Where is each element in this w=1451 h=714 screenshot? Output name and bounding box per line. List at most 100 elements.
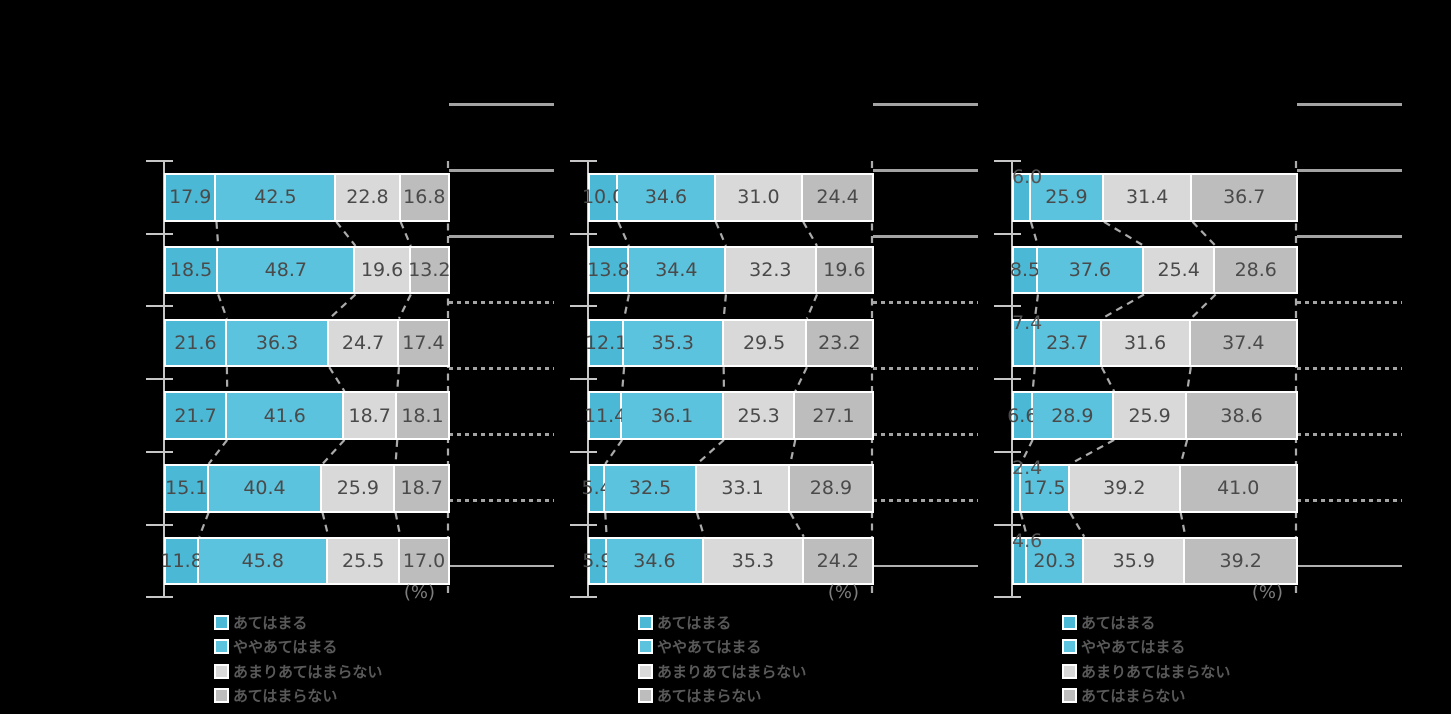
legend-label: あてはまる <box>657 613 732 632</box>
bar-row: 5.9 34.6 35.3 24.2 <box>582 536 874 586</box>
value-label: 41.6 <box>263 404 306 427</box>
value-label: 28.6 <box>1234 259 1277 282</box>
value-label: 18.1 <box>401 404 444 427</box>
value-label: 10.0 <box>581 186 625 209</box>
connector-line <box>805 294 819 320</box>
value-label: 22.8 <box>346 186 389 209</box>
bar-row: 17.9 42.5 22.8 16.8 <box>164 173 450 222</box>
value-label: 15.1 <box>165 477 208 500</box>
legend-swatch <box>1062 614 1077 630</box>
bar-row: 6.6 28.9 25.9 38.6 <box>1007 391 1298 440</box>
bar-segment-somewhat-agree: 40.4 <box>208 466 323 511</box>
legend-item: あてはまる <box>638 610 731 634</box>
bar-segment-agree: 18.5 <box>166 247 219 293</box>
percent-unit-label: (%) <box>403 582 435 603</box>
bar-row: 21.6 36.3 24.7 17.4 <box>164 318 450 368</box>
legend-swatch <box>214 663 229 679</box>
value-label: 35.3 <box>731 549 775 572</box>
value-label: 25.4 <box>1157 259 1200 282</box>
legend-label: ややあてはまる <box>233 638 338 657</box>
value-label: 27.1 <box>812 404 855 427</box>
bar-segment-disagree: 23.2 <box>806 320 873 366</box>
value-label: 25.9 <box>1128 404 1171 427</box>
bar-segment-somewhat-agree: 32.5 <box>605 466 697 511</box>
value-label: 18.7 <box>400 477 443 500</box>
comparison-table-line <box>1297 565 1402 567</box>
comparison-table-line <box>873 565 978 567</box>
axis-tick <box>994 596 1021 599</box>
comparison-table-line <box>873 103 978 106</box>
comparison-table-line <box>1297 367 1402 370</box>
legend-swatch <box>1062 663 1077 679</box>
comparison-table-line <box>1297 433 1402 436</box>
bar-segment-somewhat-disagree: 35.9 <box>1084 538 1186 584</box>
bar-segment-somewhat-agree: 48.7 <box>218 247 356 293</box>
value-label: 18.5 <box>169 259 213 282</box>
legend-swatch <box>214 688 229 704</box>
value-label: 11.4 <box>583 404 627 427</box>
connector-line <box>696 439 725 465</box>
bar-segment-disagree: 38.6 <box>1187 393 1296 438</box>
value-label: 21.6 <box>174 331 217 354</box>
value-label: 37.6 <box>1068 259 1112 282</box>
connector-line <box>1100 366 1116 392</box>
bar-row: 25.9 31.4 36.7 <box>1012 173 1298 222</box>
bar-segment-somewhat-disagree: 35.3 <box>704 538 804 584</box>
value-label: 17.0 <box>402 549 446 572</box>
bar-segment-disagree: 28.9 <box>790 466 872 511</box>
axis-tick <box>994 305 1021 308</box>
comparison-table-line <box>449 103 554 106</box>
value-label: 29.5 <box>742 331 786 354</box>
value-label: 7.4 <box>1012 311 1043 334</box>
axis-tick <box>570 596 597 599</box>
value-label: 39.2 <box>1219 549 1262 572</box>
bar-segment-somewhat-disagree: 31.0 <box>715 175 804 220</box>
connector-line <box>1191 221 1217 247</box>
connector-line <box>1033 294 1040 319</box>
value-label: 18.7 <box>348 404 391 427</box>
legend-label: あてはまる <box>233 613 308 632</box>
bar-segment-agree <box>1014 175 1031 220</box>
connector-line <box>198 512 210 538</box>
value-label: 34.6 <box>644 186 688 209</box>
comparison-table-line <box>449 301 554 304</box>
connector-line <box>621 367 626 392</box>
bar-segment-agree: 5.4 <box>582 466 612 511</box>
bar-segment-agree: 21.7 <box>166 393 228 438</box>
axis-tick <box>994 450 1021 453</box>
bar-row: 12.1 35.3 29.5 23.2 <box>585 318 874 368</box>
bar-segment-disagree: 37.4 <box>1190 320 1296 366</box>
axis-tick <box>146 232 173 235</box>
axis-tick <box>146 450 173 453</box>
legend-swatch <box>214 639 229 655</box>
bar-segment-somewhat-agree: 35.3 <box>624 320 724 366</box>
value-label: 37.4 <box>1222 331 1265 354</box>
value-label: 34.4 <box>655 259 698 282</box>
legend-item: ややあてはまる <box>214 635 337 659</box>
bar-segment-somewhat-agree: 42.5 <box>216 175 337 220</box>
bar-row: 5.4 32.5 33.1 28.9 <box>582 464 874 513</box>
bar-segment-disagree: 24.4 <box>803 175 872 220</box>
connector-line <box>207 439 229 465</box>
bar-row: 17.5 39.2 41.0 <box>1012 464 1298 513</box>
axis-tick <box>994 160 1021 162</box>
value-label: 31.4 <box>1126 186 1169 209</box>
bar-segment-agree: 6.6 <box>1007 393 1037 438</box>
legend-swatch <box>214 614 229 630</box>
comparison-table-line <box>449 235 554 238</box>
comparison-table-line <box>873 235 978 238</box>
value-label: 6.0 <box>1012 166 1043 189</box>
value-label: 32.3 <box>749 259 792 282</box>
bar-segment-disagree: 16.8 <box>400 175 448 220</box>
bar-segment-agree: 11.4 <box>584 393 626 438</box>
comparison-table-line <box>873 499 978 502</box>
comparison-table-line <box>1297 235 1402 238</box>
bar-segment-somewhat-disagree: 33.1 <box>696 466 791 511</box>
value-label: 20.3 <box>1033 549 1076 572</box>
axis-tick <box>570 232 597 235</box>
bar-segment-disagree: 18.7 <box>395 466 448 511</box>
legend-item: ややあてはまる <box>638 635 761 659</box>
comparison-table-line <box>1297 301 1402 304</box>
bar-segment-agree: 10.0 <box>582 175 624 220</box>
